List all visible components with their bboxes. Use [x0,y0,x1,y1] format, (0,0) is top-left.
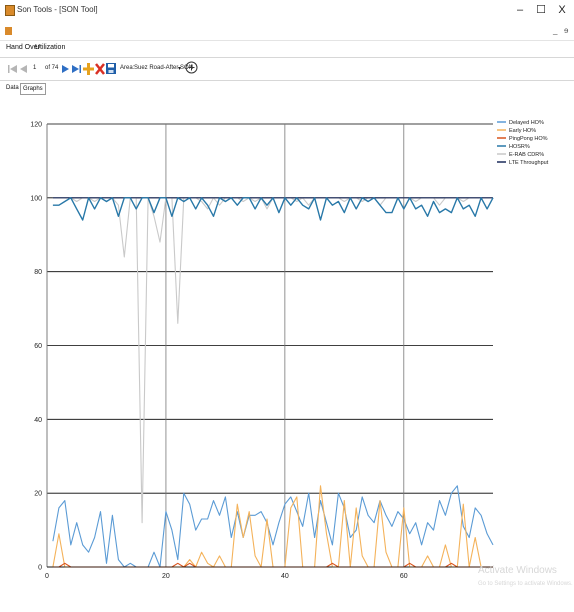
mdi-child-bar: _ ɘ [0,22,574,41]
minimize-button[interactable]: – [516,4,524,16]
x-tick-label: 0 [45,573,49,580]
first-page-icon[interactable] [8,64,17,74]
maximize-button[interactable]: ☐ [536,4,546,16]
add-icon[interactable] [83,63,94,75]
child-window-icon [5,27,12,35]
child-minimize-button[interactable]: _ [553,26,558,35]
next-page-icon[interactable] [62,64,69,74]
legend-label: LTE Throughput [509,160,549,166]
tab-data[interactable]: Data [6,85,19,91]
tab-strip: Data Graphs [0,82,574,96]
menu-utilization[interactable]: Utilization [35,44,66,51]
series-line-hosr [52,197,494,221]
legend-label: PingPong HO% [509,136,548,142]
chevron-down-icon[interactable]: ▾ [178,66,182,72]
previous-page-icon[interactable] [20,64,27,74]
legend-label: Early HO% [509,128,536,134]
y-tick-label: 20 [34,491,42,498]
zoom-in-icon[interactable] [185,61,198,74]
y-tick-label: 100 [30,195,42,202]
legend-label: Delayed HO% [509,120,544,126]
legend-label: E-RAB CDR% [509,152,544,158]
x-tick-label: 40 [281,573,289,580]
page-total-label: of 74 [45,65,59,71]
y-tick-label: 120 [30,122,42,129]
series-line-delayed [52,485,494,568]
app-icon [5,5,15,16]
legend-label: HOSR% [509,144,530,150]
save-icon[interactable] [106,63,116,74]
y-tick-label: 60 [34,343,42,350]
page-number-input[interactable]: 1 [33,65,37,71]
menu-hand-over[interactable]: Hand Over [6,44,40,51]
x-tick-label: 60 [400,573,408,580]
y-tick-label: 40 [34,417,42,424]
tab-graphs[interactable]: Graphs [20,83,46,95]
title-bar: Son Tools - [SON Tool] – ☐ X [0,0,574,22]
child-restore-button[interactable]: ɘ [564,26,569,35]
activate-windows-watermark: Activate Windows [478,565,557,576]
x-tick-label: 20 [162,573,170,580]
y-tick-label: 0 [38,565,42,572]
last-page-icon[interactable] [72,64,81,74]
kpi-line-chart: 0 20 40 60 80 100 120 0 20 40 60 Delayed HO% Early … [30,120,549,580]
area-select[interactable]: Suez Road-After SON [134,65,194,71]
delete-icon[interactable] [95,63,105,75]
window-title: Son Tools - [SON Tool] [17,5,98,14]
activate-windows-hint: Go to Settings to activate Windows. [478,581,573,587]
menu-bar: Hand Over Utilization [0,41,574,58]
close-button[interactable]: X [558,4,566,16]
area-label: Area: [120,65,135,71]
series-line-erab [52,197,493,524]
toolbar: 1 of 74 Area: Suez Road-After SON ▾ [0,58,574,81]
y-tick-label: 80 [34,269,42,276]
